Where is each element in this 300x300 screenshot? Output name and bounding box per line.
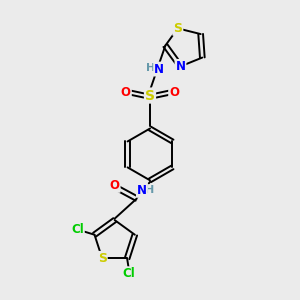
Text: N: N [137,184,147,196]
Text: Cl: Cl [71,223,84,236]
Text: N: N [154,63,164,76]
Text: N: N [176,60,185,73]
Text: S: S [98,252,107,265]
Text: S: S [173,22,182,35]
Text: H: H [146,63,155,73]
Text: O: O [110,179,120,192]
Text: H: H [145,185,154,195]
Text: O: O [121,86,131,99]
Text: O: O [169,86,179,99]
Text: S: S [145,88,155,103]
Text: Cl: Cl [122,267,135,280]
